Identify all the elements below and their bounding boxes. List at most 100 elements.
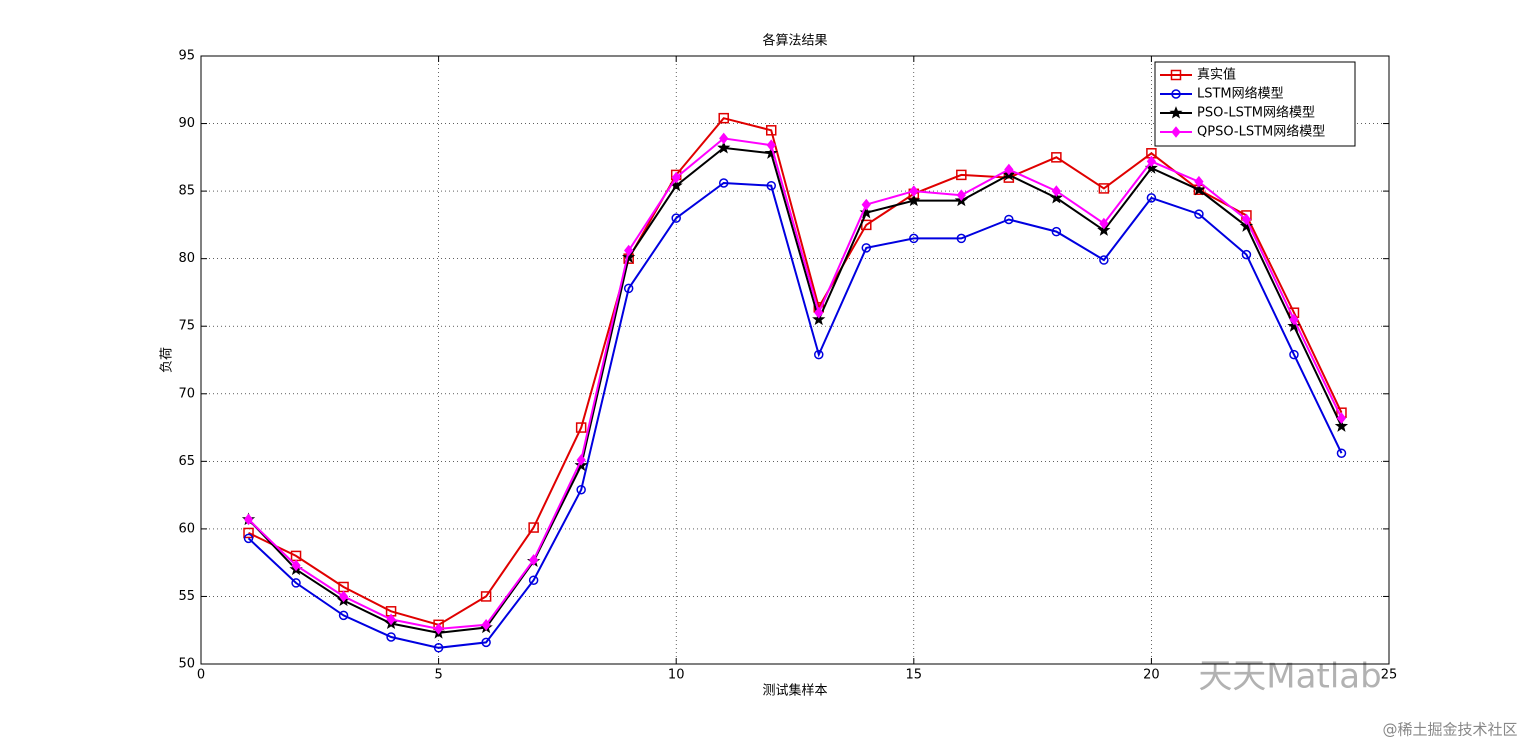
data-point [814,349,824,360]
data-point [812,312,826,326]
data-point [1004,163,1014,176]
data-point [718,112,729,124]
data-point [909,233,919,244]
data-point [956,189,966,201]
data-point [433,643,444,653]
x-tick-label: 10 [668,668,685,683]
data-point [528,575,539,585]
data-point [480,591,492,602]
data-point [1336,412,1347,424]
legend-label: LSTM网络模型 [1197,86,1284,102]
data-point [956,233,967,244]
data-point [718,178,729,188]
data-point [386,613,396,626]
data-point [766,180,776,191]
data-point [1241,249,1252,260]
legend-label: PSO-LSTM网络模型 [1197,105,1315,121]
data-point [1146,193,1157,203]
data-point [1194,209,1204,219]
data-point [814,306,824,319]
data-point [859,205,873,219]
data-point [243,533,254,544]
data-point [1049,190,1063,204]
data-point [576,484,586,495]
series-line [247,137,1343,630]
data-point [528,522,539,533]
data-point [1004,214,1014,225]
data-point [481,619,491,631]
data-point [623,283,634,294]
data-point [671,171,681,184]
x-tick-label: 5 [434,668,442,683]
data-point [1146,155,1157,168]
y-tick-label: 80 [178,251,195,266]
x-tick-label: 15 [906,668,923,683]
data-point [861,198,871,211]
data-point [1098,183,1110,194]
data-point [576,454,586,466]
y-tick-label: 70 [178,386,195,401]
series-line [247,146,1343,634]
data-point [1192,182,1206,196]
data-point [1051,226,1062,237]
series-line [248,117,1343,626]
data-point [1289,313,1299,326]
legend-marker [1171,89,1181,99]
legend-marker [1170,69,1182,81]
x-axis-label: 测试集样本 [762,683,827,699]
data-point [1334,419,1349,432]
data-point [433,623,444,635]
legend-label: 真实值 [1197,67,1236,83]
legend-label: QPSO-LSTM网络模型 [1197,124,1325,140]
data-point [1241,213,1252,226]
data-point [956,169,967,181]
data-point [386,632,396,642]
data-point [243,527,254,539]
legend-marker [1171,126,1181,138]
data-point [528,554,539,566]
data-point [291,559,301,572]
data-point [481,637,491,648]
data-point [621,250,636,263]
data-point [243,513,254,526]
data-point [765,125,777,136]
data-point [338,610,349,621]
data-point [1287,319,1301,332]
data-point [575,422,587,433]
data-point [1194,175,1204,188]
x-tick-label: 20 [1143,668,1160,683]
y-tick-label: 95 [178,49,195,64]
plot-frame [200,55,1390,665]
watermark: @稀土掘金技术社区 [1382,721,1517,739]
y-tick-label: 75 [178,319,195,334]
data-point [861,243,872,253]
legend-marker [1169,106,1183,119]
y-tick-label: 60 [178,521,195,536]
chart-title: 各算法结果 [762,33,827,49]
data-point [1099,217,1109,230]
y-tick-label: 65 [178,454,195,469]
data-point [909,185,919,197]
series-line [247,181,1343,649]
data-point [1099,255,1109,265]
legend: 真实值 LSTM网络模型 PSO-LSTM网络模型 QPSO-LSTM网络模型 [1154,61,1356,147]
data-point [719,132,729,145]
x-tick-label: 25 [1381,668,1398,683]
data-point [1336,448,1347,458]
data-point [1051,152,1062,163]
data-point [1289,349,1299,360]
data-point [671,213,681,223]
y-tick-label: 90 [178,116,195,131]
y-tick-label: 50 [178,657,195,672]
y-axis-label: 负荷 [160,347,175,373]
y-tick-label: 55 [178,589,195,604]
data-point [766,139,776,151]
data-point [1239,219,1254,232]
data-point [907,193,921,207]
y-tick-label: 85 [178,184,195,199]
data-point [717,140,731,154]
data-point [764,146,778,159]
x-tick-label: 0 [197,668,205,683]
